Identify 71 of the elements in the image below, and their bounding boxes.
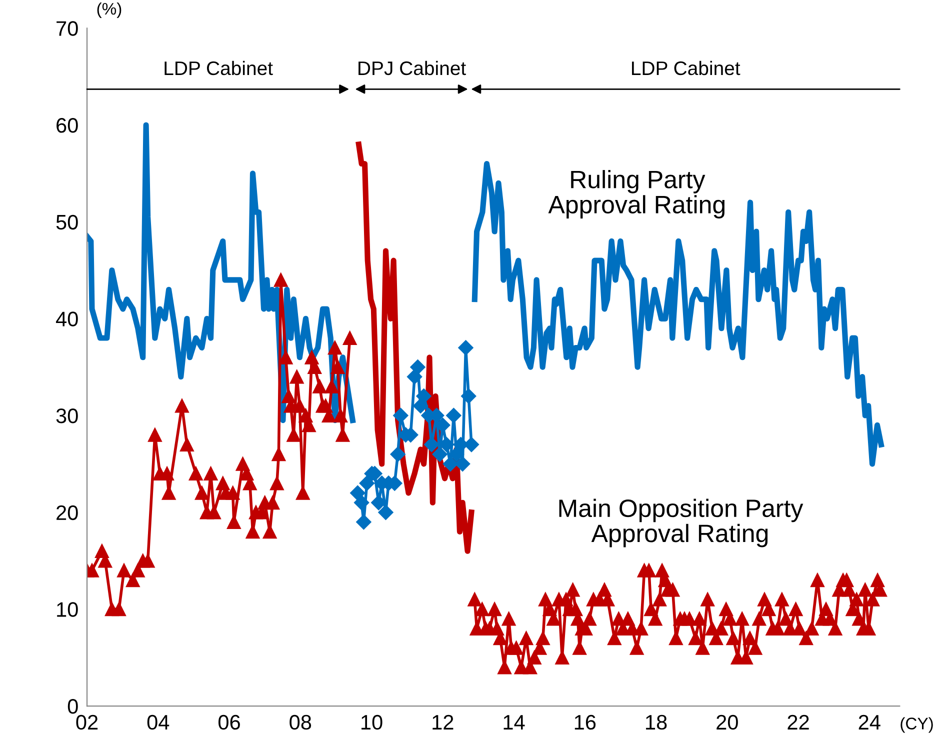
x-tick-label: 24 (858, 714, 880, 730)
point (390, 446, 406, 462)
point (448, 446, 464, 462)
point (180, 438, 194, 452)
annotation: LDP Cabinet (164, 60, 273, 76)
x-axis-title: (CY) (900, 717, 933, 733)
point (410, 360, 426, 375)
point (266, 496, 280, 510)
annotation: Main Opposition Party Approval Rating (559, 498, 804, 548)
point (117, 563, 131, 578)
x-tick-label: 08 (290, 714, 312, 730)
point (292, 398, 307, 413)
point (442, 456, 458, 472)
point (148, 428, 162, 442)
y-tick-label: 40 (56, 312, 78, 326)
y-tick-label: 70 (56, 21, 78, 36)
point (424, 436, 440, 452)
point (458, 340, 474, 356)
point (359, 476, 374, 491)
x-tick-label: 02 (76, 714, 98, 730)
y-tick-label: 30 (56, 408, 78, 424)
x-tick-label: 18 (646, 714, 667, 730)
point (194, 486, 209, 500)
annotation: LDP Cabinet (632, 60, 740, 76)
y-tick-label: 0 (68, 699, 78, 714)
point (140, 554, 155, 568)
point (354, 495, 370, 510)
point (296, 486, 310, 500)
point (378, 504, 394, 520)
point (413, 398, 428, 414)
y-tick-label: 50 (56, 214, 78, 230)
point (274, 272, 288, 287)
point (350, 485, 366, 501)
point (324, 380, 339, 394)
y-tick-label: 10 (57, 602, 78, 617)
x-tick-label: 20 (716, 714, 738, 730)
x-tick-label: 06 (218, 714, 240, 730)
y-tick-label: 20 (56, 505, 78, 520)
point (188, 466, 203, 481)
x-tick-label: 12 (432, 714, 454, 730)
point (328, 340, 342, 355)
annotation: Ruling Party Approval Rating (548, 170, 724, 218)
y-axis-title: (%) (97, 2, 122, 18)
point (112, 602, 126, 616)
point (330, 360, 345, 374)
point (406, 369, 422, 384)
x-tick-label: 04 (147, 714, 170, 730)
point (356, 514, 372, 530)
point (204, 466, 218, 481)
point (226, 515, 241, 529)
point (446, 408, 462, 424)
annotation: DPJ Cabinet (358, 60, 466, 76)
point (126, 573, 140, 588)
point (290, 370, 304, 384)
point (272, 447, 286, 462)
point (334, 408, 348, 422)
point (175, 398, 189, 413)
point (246, 524, 260, 539)
y-tick-label: 60 (56, 118, 78, 133)
point (393, 408, 408, 424)
point (461, 388, 476, 404)
x-tick-label: 16 (574, 714, 596, 730)
point (226, 486, 240, 500)
point (432, 446, 448, 462)
x-tick-label: 10 (362, 714, 382, 730)
point (342, 331, 357, 345)
x-tick-label: 14 (504, 715, 525, 730)
x-tick-label: 22 (788, 714, 809, 730)
point (312, 380, 327, 394)
point (454, 456, 470, 472)
point (270, 476, 284, 490)
